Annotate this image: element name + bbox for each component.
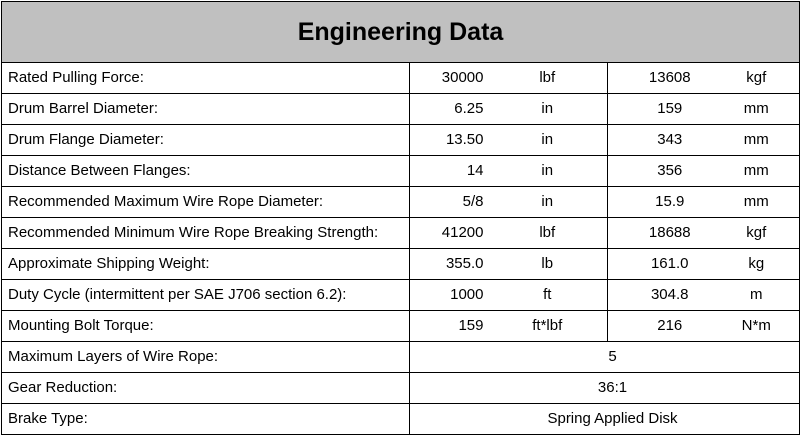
metric-value: 356 — [607, 155, 714, 187]
imperial-unit: in — [501, 186, 608, 218]
row-label: Recommended Minimum Wire Rope Breaking S… — [1, 217, 410, 249]
title-row: Engineering Data — [0, 1, 800, 63]
table-row: Brake Type: Spring Applied Disk — [1, 403, 800, 435]
metric-unit: kg — [713, 248, 800, 280]
metric-unit: mm — [713, 186, 800, 218]
table-row: Maximum Layers of Wire Rope: 5 — [1, 341, 800, 373]
spanned-value: 36:1 — [597, 379, 628, 396]
spanned-value-cell: 36:1 — [408, 372, 800, 404]
metric-value: 159 — [607, 93, 714, 125]
metric-value: 13608 — [607, 62, 714, 94]
metric-unit: mm — [713, 93, 800, 125]
table-row: Mounting Bolt Torque: 159 ft*lbf 216 N*m — [1, 310, 800, 342]
metric-value: 343 — [607, 124, 714, 156]
imperial-unit: lb — [501, 248, 608, 280]
row-label: Gear Reduction: — [1, 372, 410, 404]
metric-value: 15.9 — [607, 186, 714, 218]
row-label: Mounting Bolt Torque: — [1, 310, 410, 342]
imperial-value: 30000 — [409, 62, 502, 94]
spanned-value-cell: 5 — [408, 341, 800, 373]
table-row: Recommended Maximum Wire Rope Diameter: … — [1, 186, 800, 218]
row-label: Duty Cycle (intermittent per SAE J706 se… — [1, 279, 410, 311]
table-row: Drum Flange Diameter: 13.50 in 343 mm — [1, 124, 800, 156]
imperial-unit: lbf — [501, 217, 608, 249]
metric-value: 304.8 — [607, 279, 714, 311]
imperial-value: 13.50 — [409, 124, 502, 156]
table-row: Drum Barrel Diameter: 6.25 in 159 mm — [1, 93, 800, 125]
imperial-unit: ft — [501, 279, 608, 311]
metric-unit: N*m — [713, 310, 800, 342]
table-row: Approximate Shipping Weight: 355.0 lb 16… — [1, 248, 800, 280]
spanned-value: Spring Applied Disk — [547, 410, 678, 427]
metric-unit: kgf — [713, 62, 800, 94]
imperial-unit: in — [501, 155, 608, 187]
table-row: Recommended Minimum Wire Rope Breaking S… — [1, 217, 800, 249]
row-label: Distance Between Flanges: — [1, 155, 410, 187]
imperial-unit: in — [501, 124, 608, 156]
row-label: Drum Barrel Diameter: — [1, 93, 410, 125]
imperial-value: 1000 — [409, 279, 502, 311]
imperial-unit: lbf — [501, 62, 608, 94]
imperial-unit: ft*lbf — [501, 310, 608, 342]
imperial-value: 355.0 — [409, 248, 502, 280]
row-label: Brake Type: — [1, 403, 410, 435]
metric-value: 216 — [607, 310, 714, 342]
table-row: Rated Pulling Force: 30000 lbf 13608 kgf — [1, 62, 800, 94]
metric-unit: m — [713, 279, 800, 311]
row-label: Rated Pulling Force: — [1, 62, 410, 94]
metric-value: 161.0 — [607, 248, 714, 280]
table-row: Duty Cycle (intermittent per SAE J706 se… — [1, 279, 800, 311]
row-label: Recommended Maximum Wire Rope Diameter: — [1, 186, 410, 218]
imperial-value: 5/8 — [409, 186, 502, 218]
metric-unit: mm — [713, 155, 800, 187]
spanned-value-cell: Spring Applied Disk — [408, 403, 800, 435]
metric-unit: mm — [713, 124, 800, 156]
row-label: Maximum Layers of Wire Rope: — [1, 341, 410, 373]
metric-value: 18688 — [607, 217, 714, 249]
metric-unit: kgf — [713, 217, 800, 249]
table-row: Gear Reduction: 36:1 — [1, 372, 800, 404]
imperial-value: 41200 — [409, 217, 502, 249]
imperial-value: 159 — [409, 310, 502, 342]
imperial-unit: in — [501, 93, 608, 125]
row-label: Drum Flange Diameter: — [1, 124, 410, 156]
imperial-value: 14 — [409, 155, 502, 187]
table-row: Distance Between Flanges: 14 in 356 mm — [1, 155, 800, 187]
row-label: Approximate Shipping Weight: — [1, 248, 410, 280]
spanned-value: 5 — [608, 348, 617, 365]
table-title: Engineering Data — [0, 1, 800, 63]
imperial-value: 6.25 — [409, 93, 502, 125]
